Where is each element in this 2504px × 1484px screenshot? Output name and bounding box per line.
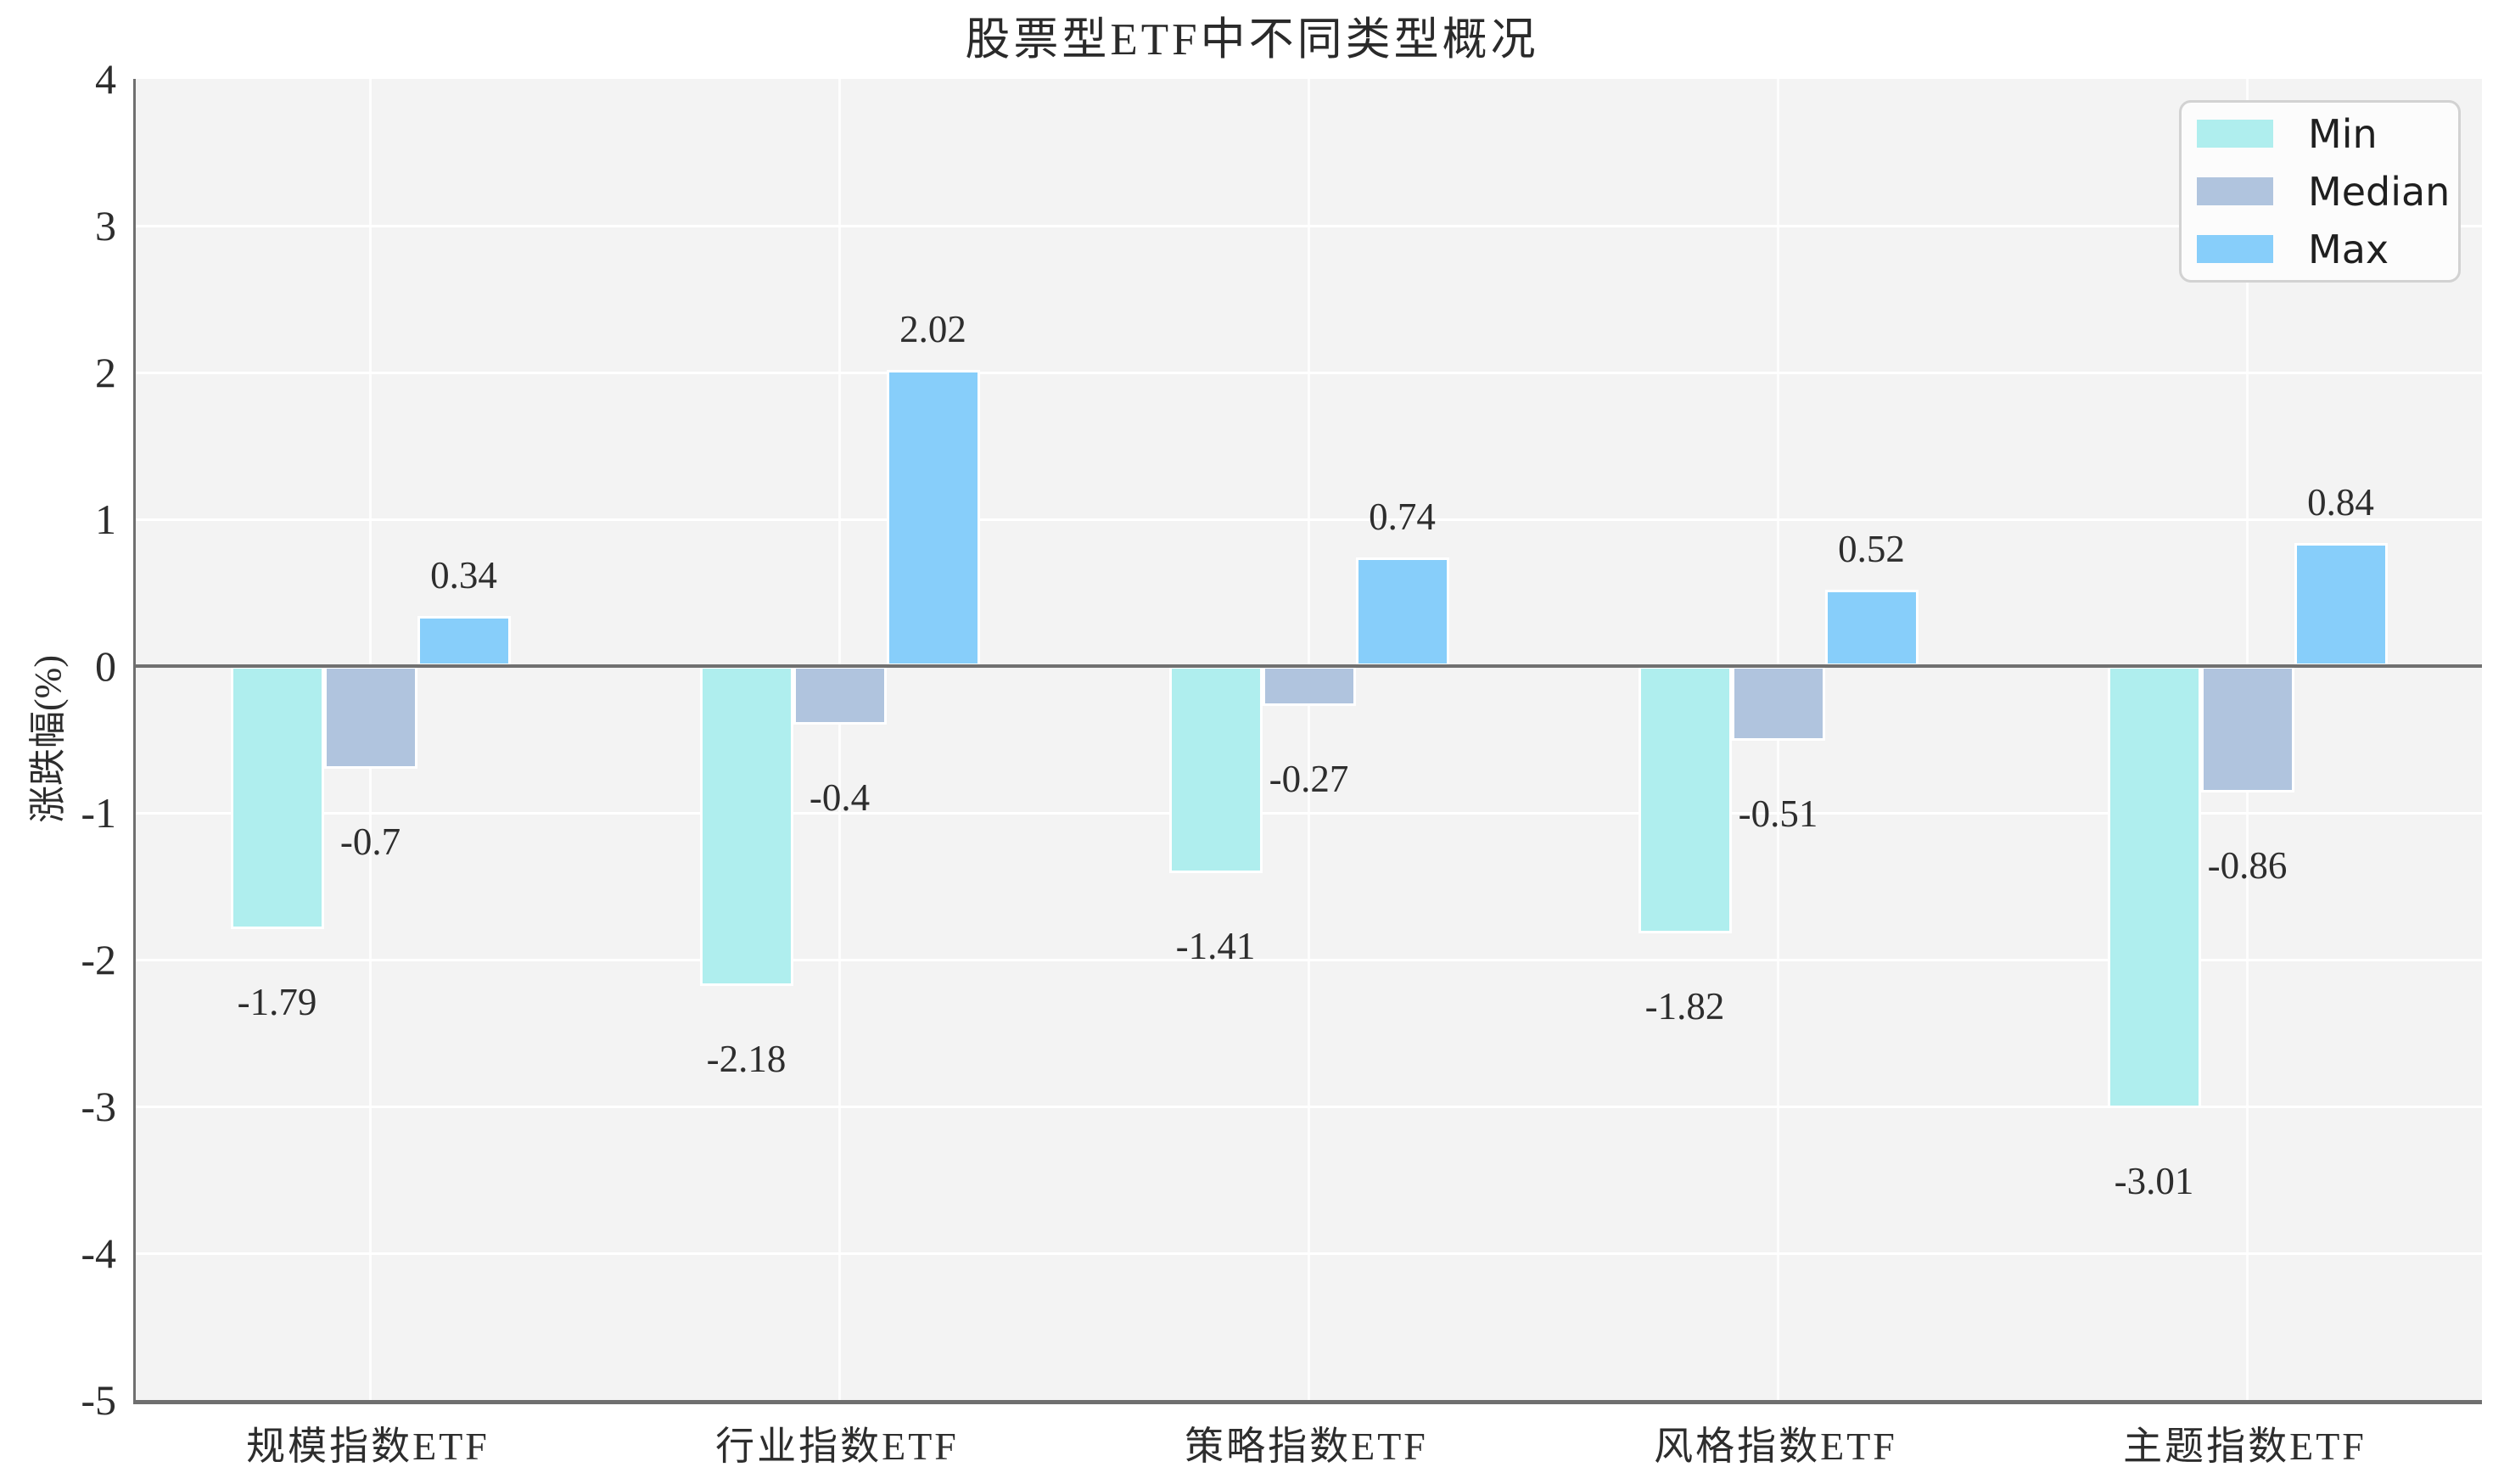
y-tick-label: 4	[95, 55, 116, 103]
bar-min-5	[2107, 666, 2201, 1108]
legend-label: Min	[2308, 110, 2378, 157]
plot-area: -1.79 -2.18 -1.41 -1.82 -3.01 -0.7 -0.4 -0.27 -0…	[133, 79, 2482, 1404]
bar-value-label: -0.51	[1738, 792, 1818, 836]
legend-item-min: Min	[2182, 105, 2458, 163]
bar-value-label: 0.74	[1369, 495, 1436, 538]
y-tick-label: -5	[81, 1376, 116, 1424]
bar-min-3	[1168, 666, 1263, 873]
bar-value-label: 0.84	[2307, 480, 2374, 524]
y-tick-label: 3	[95, 202, 116, 249]
bar-max-4	[1824, 590, 1919, 666]
legend-swatch-median	[2197, 177, 2273, 205]
y-tick-label: 1	[95, 496, 116, 543]
gridline-vertical	[838, 79, 841, 1400]
bar-value-label: 2.02	[899, 307, 966, 350]
chart-title: 股票型ETF中不同类型概况	[965, 15, 1539, 64]
bar-median-3	[1262, 666, 1356, 706]
y-tick-label: 2	[95, 349, 116, 396]
x-tick-label-1: 规模指数ETF	[246, 1425, 490, 1468]
bar-value-label: -0.86	[2207, 843, 2288, 887]
x-tick-label-2: 行业指数ETF	[715, 1425, 959, 1468]
bar-value-label: -1.79	[237, 980, 317, 1023]
legend-label: Median	[2308, 168, 2451, 215]
legend-label: Max	[2308, 226, 2389, 272]
x-tick-label-4: 风格指数ETF	[1654, 1425, 1897, 1468]
bar-value-label: 0.34	[430, 554, 497, 597]
bar-value-label: -0.4	[809, 776, 871, 820]
legend-item-max: Max	[2182, 221, 2458, 278]
legend-swatch-max	[2197, 235, 2273, 263]
x-tick-label-5: 主题指数ETF	[2123, 1425, 2367, 1468]
zero-line	[136, 664, 2482, 668]
bar-value-label: -1.41	[1175, 924, 1256, 967]
y-tick-label: -3	[81, 1083, 116, 1130]
legend-item-median: Median	[2182, 163, 2458, 221]
bar-max-5	[2294, 542, 2388, 666]
bar-value-label: -1.82	[1644, 984, 1725, 1028]
bar-value-label: -0.27	[1269, 757, 1349, 800]
bar-median-1	[323, 666, 417, 770]
bar-max-2	[886, 369, 980, 666]
legend: Min Median Max	[2179, 100, 2461, 283]
bar-value-label: 0.52	[1838, 528, 1905, 571]
bar-median-5	[2200, 666, 2294, 792]
bar-min-1	[230, 666, 324, 929]
bar-value-label: -0.7	[339, 820, 401, 864]
legend-swatch-min	[2197, 120, 2273, 148]
bar-median-2	[793, 666, 887, 725]
x-tick-label-3: 策略指数ETF	[1185, 1425, 1428, 1468]
bar-value-label: -3.01	[2114, 1159, 2194, 1202]
y-tick-label: 0	[95, 642, 116, 690]
bar-median-4	[1731, 666, 1825, 742]
gridline-vertical	[1308, 79, 1310, 1400]
bar-max-3	[1355, 557, 1449, 666]
bar-max-1	[417, 616, 511, 666]
bar-min-4	[1638, 666, 1732, 933]
bar-value-label: -2.18	[706, 1038, 787, 1081]
y-tick-label: -4	[81, 1229, 116, 1277]
y-tick-label: -2	[81, 936, 116, 983]
bar-min-2	[699, 666, 793, 987]
y-tick-label: -1	[81, 789, 116, 837]
